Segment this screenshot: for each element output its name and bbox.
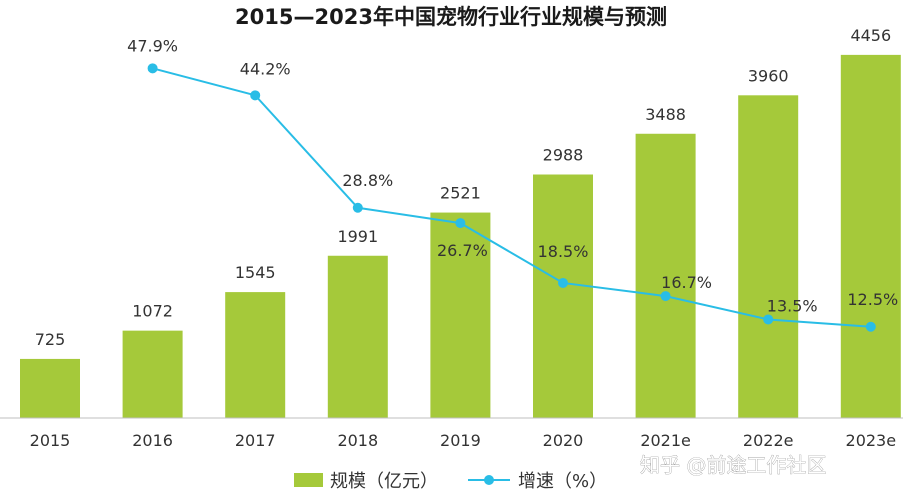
rate-point-2019 — [455, 218, 466, 229]
rate-label-2018: 28.8% — [342, 171, 393, 190]
bar-value-label-2015: 725 — [35, 330, 66, 349]
watermark: 知乎 @前途工作社区 — [640, 453, 826, 477]
x-tick-2020: 2020 — [543, 431, 584, 450]
bar-2021e — [635, 133, 696, 418]
legend-line-label: 增速（%） — [518, 471, 607, 492]
legend-line-marker — [484, 475, 494, 485]
x-tick-labels: 2015 2016 2017 2018 2019 2020 2021e 2022e 2023e — [30, 431, 896, 450]
chart-title: 2015—2023年中国宠物行业行业规模与预测 — [235, 5, 667, 29]
bar-value-label-2020: 2988 — [543, 146, 584, 165]
rate-point-2020 — [558, 277, 568, 288]
x-tick-2017: 2017 — [235, 431, 276, 450]
bar-value-label-2023e: 4456 — [850, 26, 891, 45]
rate-label-2020: 18.5% — [538, 242, 589, 261]
x-tick-2016: 2016 — [132, 431, 173, 450]
bar-2019 — [430, 212, 491, 418]
legend-bar-label: 规模（亿元） — [330, 471, 438, 492]
x-tick-2019: 2019 — [440, 431, 481, 450]
legend: 规模（亿元） 增速（%） — [294, 471, 607, 492]
bar-2020 — [533, 174, 593, 418]
bar-2015 — [20, 358, 80, 418]
x-tick-2018: 2018 — [337, 431, 378, 450]
rate-point-2022e — [763, 314, 774, 325]
rate-label-2017: 44.2% — [240, 59, 291, 78]
rate-label-2022e: 13.5% — [767, 296, 818, 315]
bar-2022e — [738, 95, 799, 418]
rate-label-2019: 26.7% — [437, 241, 488, 260]
x-tick-2023e: 2023e — [846, 431, 897, 450]
bar-value-label-2019: 2521 — [440, 184, 481, 203]
rate-label-2016: 47.9% — [127, 36, 178, 55]
bars-layer: 725 1072 1545 1991 2521 2988 3488 3960 4456 — [20, 26, 901, 419]
bar-2023e — [840, 54, 901, 419]
bar-value-label-2016: 1072 — [132, 302, 173, 321]
bar-value-label-2022e: 3960 — [748, 66, 789, 85]
x-tick-2022e: 2022e — [743, 431, 794, 450]
rate-point-2018 — [352, 202, 363, 213]
bar-2016 — [122, 330, 183, 418]
bar-value-label-2018: 1991 — [337, 227, 378, 246]
rate-label-2021e: 16.7% — [661, 273, 712, 292]
bar-2018 — [327, 255, 388, 418]
bar-value-label-2021e: 3488 — [645, 105, 686, 124]
x-tick-2021e: 2021e — [640, 431, 691, 450]
rate-point-2021e — [660, 291, 671, 302]
growth-rate-line — [152, 67, 871, 328]
bar-value-label-2017: 1545 — [235, 263, 276, 282]
rate-point-2017 — [250, 90, 261, 101]
line-layer: 47.9% 44.2% 28.8% 26.7% 18.5% 16.7% 13.5% 12.5% — [127, 36, 898, 332]
x-tick-2015: 2015 — [30, 431, 71, 450]
rate-label-2023e: 12.5% — [847, 290, 898, 309]
rate-point-2023e — [865, 321, 876, 332]
rate-point-2016 — [147, 63, 158, 74]
bar-2017 — [225, 292, 286, 418]
legend-bar-swatch — [294, 473, 323, 487]
